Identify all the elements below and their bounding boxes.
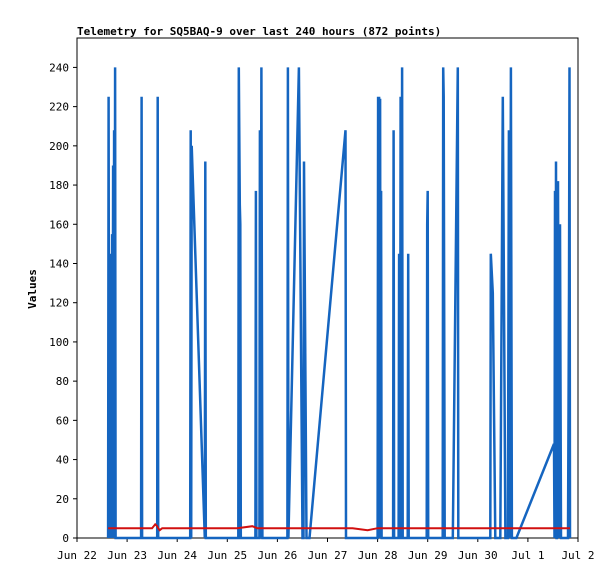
series-line-1	[106, 67, 572, 540]
y-tick-label: 40	[56, 454, 69, 467]
y-tick-label: 20	[56, 493, 69, 506]
x-tick-label: Jul 1	[511, 549, 544, 562]
x-tick-label: Jun 29	[408, 549, 448, 562]
series-line-2	[108, 522, 570, 532]
chart-title: Telemetry for SQ5BAQ-9 over last 240 hou…	[77, 25, 441, 38]
x-tick-label: Jun 22	[57, 549, 97, 562]
y-tick-label: 60	[56, 414, 69, 427]
x-tick-label: Jun 28	[358, 549, 398, 562]
x-tick-label: Jun 30	[458, 549, 498, 562]
x-tick-label: Jun 24	[157, 549, 197, 562]
y-tick-label: 80	[56, 375, 69, 388]
x-tick-label: Jun 27	[308, 549, 348, 562]
y-tick-label: 0	[62, 532, 69, 545]
y-tick-label: 100	[49, 336, 69, 349]
y-axis: 0 20 40 60 80 100 120 140 160 180 200 220 240	[49, 61, 77, 545]
y-axis-label: Values	[26, 269, 39, 309]
x-axis: Jun 22 Jun 23 Jun 24 Jun 25 Jun 26 Jun 27 Jun …	[57, 538, 595, 562]
y-tick-label: 140	[49, 257, 69, 270]
y-tick-label: 220	[49, 101, 69, 114]
x-tick-label: Jun 25	[207, 549, 247, 562]
x-tick-label: Jun 23	[107, 549, 147, 562]
y-tick-label: 200	[49, 140, 69, 153]
series-layer	[106, 67, 572, 540]
y-tick-label: 160	[49, 218, 69, 231]
x-tick-label: Jul 2	[561, 549, 594, 562]
x-tick-label: Jun 26	[258, 549, 298, 562]
y-tick-label: 120	[49, 297, 69, 310]
y-tick-label: 180	[49, 179, 69, 192]
y-tick-label: 240	[49, 61, 69, 74]
